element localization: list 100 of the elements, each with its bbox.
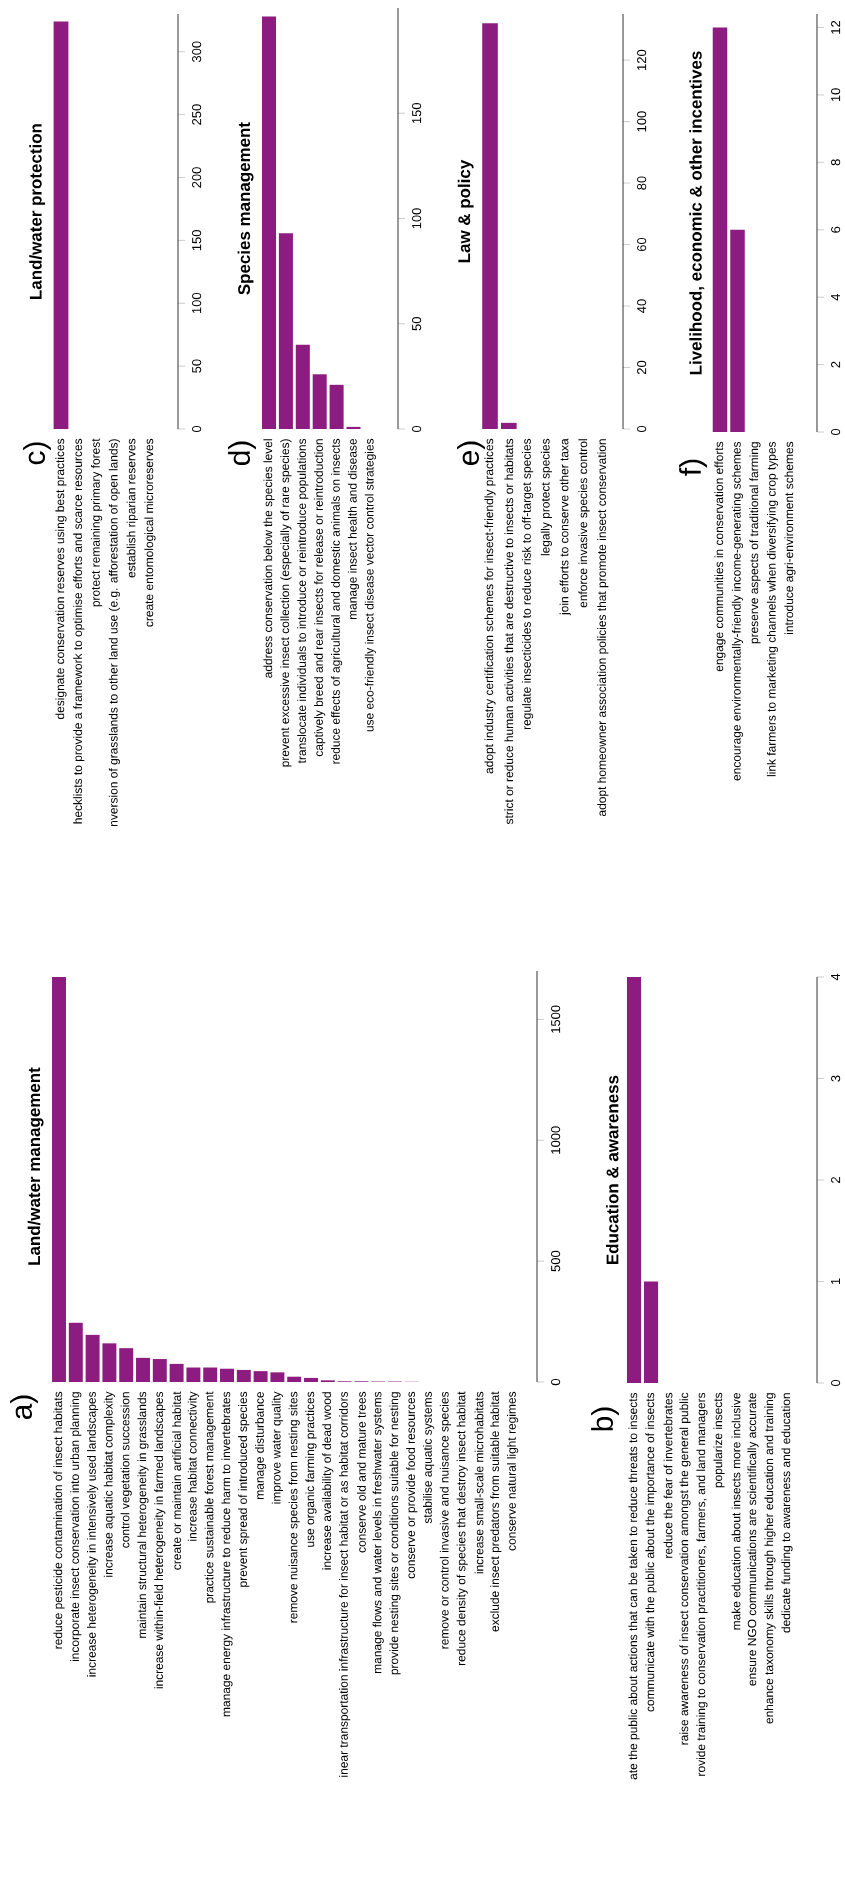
- x-tick-label: legally protect species: [540, 438, 552, 556]
- x-tick-label: enforce invasive species control: [578, 439, 590, 608]
- y-tick-label: 0: [831, 428, 841, 436]
- bar: [346, 426, 361, 430]
- bar: [85, 1334, 100, 1383]
- x-tick-label: create or maintain artificial habitat: [172, 1391, 181, 1570]
- text: a): [10, 1395, 38, 1420]
- y-tick-label: 0: [551, 1378, 561, 1386]
- bar: [287, 1376, 302, 1383]
- x-tick-label: increase heterogeneity in intensively used landscapes: [87, 1391, 99, 1677]
- x-tick-label: increase within-field heterogeneity in farmed landscapes: [154, 1391, 166, 1689]
- y-tick-label: 4: [831, 293, 840, 301]
- text: b): [591, 1407, 619, 1431]
- x-tick-label: hecklists to provide a framework to optimise efforts and scarce resources: [73, 438, 85, 824]
- text: c): [23, 442, 51, 465]
- x-tick-label: reduce the fear of invertebrates: [663, 1392, 673, 1558]
- y-tick-label: 80: [637, 176, 647, 190]
- bar: [278, 233, 293, 430]
- text: Law & policy: [457, 159, 474, 263]
- x-tick-label: dedicate funding to awareness and education: [781, 1393, 793, 1633]
- y-tick-label: 200: [192, 167, 202, 188]
- y-tick-label: 250: [192, 104, 202, 125]
- bar: [253, 1371, 268, 1383]
- y-tick-label: 12: [831, 20, 841, 34]
- x-tick-label: control vegetation succession: [120, 1392, 132, 1548]
- x-tick-label: manage disturbance: [255, 1391, 267, 1499]
- x-tick-label: use eco-friendly insect disease vector control strategies: [364, 438, 376, 732]
- text: Land/water protection: [29, 124, 46, 299]
- y-tick-label: 40: [637, 299, 647, 313]
- y-tick-label: 100: [192, 292, 202, 314]
- x-tick-label: rovide training to conservation practitioners, farmers, and land managers: [696, 1392, 708, 1776]
- x-tick-label: conserve old and mature trees: [356, 1391, 366, 1553]
- y-tick-label: 50: [412, 317, 422, 331]
- x-tick-label: make education about insects more inclusive: [731, 1392, 741, 1630]
- x-tick-label: nversion of grasslands to other land use (e.g. afforestation of open lands): [108, 439, 120, 826]
- y-tick-label: 2: [831, 1177, 841, 1183]
- y-tick-label: 0: [831, 1379, 841, 1387]
- bar: [220, 1368, 234, 1383]
- y-tick-label: 0: [637, 425, 647, 433]
- x-tick-label: incorporate insect conservation into urban planning: [70, 1392, 82, 1662]
- x-tick-label: practice sustainable forest management: [204, 1391, 216, 1603]
- bar: [262, 16, 277, 430]
- bar: [295, 344, 310, 430]
- x-tick-label: adopt homeowner association policies that promote insect conservation: [597, 439, 609, 817]
- y-tick-label: 10: [831, 88, 841, 102]
- x-tick-label: join efforts to conserve other taxa: [559, 438, 571, 616]
- bar: [68, 1322, 83, 1383]
- y-tick-label: 20: [637, 360, 647, 375]
- x-tick-label: communicate with the public about the importance of insects: [645, 1392, 657, 1712]
- x-tick-label: increase aquatic habitat complexity: [103, 1391, 115, 1577]
- y-tick-label: 4: [831, 973, 840, 981]
- x-tick-label: designate conservation reserves using best practices: [55, 438, 67, 719]
- bar: [152, 1359, 167, 1383]
- x-tick-label: translocate individuals to introduce or reintroduce populations: [297, 438, 309, 764]
- text: e): [457, 441, 485, 466]
- x-tick-label: ate the public about actions that can be taken to reduce threats to insects: [628, 1392, 640, 1780]
- x-tick-label: adopt industry certification schemes for insect-friendly practices: [484, 438, 496, 774]
- y-tick-label: 50: [192, 359, 202, 373]
- y-tick-label: 3: [831, 1075, 841, 1082]
- x-tick-label: stabilise aquatic systems: [423, 1391, 435, 1524]
- x-tick-label: reduce pesticide contamination of insect habitats: [53, 1391, 65, 1649]
- x-tick-label: create entomological microreserves: [144, 438, 156, 627]
- y-tick-label: 8: [831, 159, 841, 166]
- x-tick-label: popularize insects: [713, 1392, 725, 1488]
- bar: [312, 374, 327, 430]
- x-tick-label: remove nuisance species from nesting sites: [288, 1391, 300, 1623]
- x-tick-label: raise awareness of insect conservation amongst the general public: [679, 1392, 691, 1745]
- x-tick-label: maintain structural heterogeneity in grasslands: [137, 1391, 149, 1638]
- bar: [119, 1348, 134, 1383]
- text: Land/water management: [27, 1067, 44, 1265]
- x-tick-label: protect remaining primary forest: [91, 438, 103, 607]
- x-tick-label: use organic farming practices: [305, 1391, 317, 1547]
- y-tick-label: 100: [637, 111, 647, 132]
- bar: [304, 1377, 318, 1383]
- x-tick-label: increase availability of dead wood: [322, 1392, 334, 1570]
- bar: [329, 384, 344, 430]
- y-tick-label: 150: [412, 102, 422, 124]
- x-tick-label: strict or reduce human activities that are destructive to insects or habitats: [504, 438, 514, 825]
- y-tick-label: 100: [412, 208, 422, 229]
- y-tick-label: 6: [831, 226, 841, 233]
- x-tick-label: increase habitat connectivity: [187, 1391, 199, 1541]
- bar: [102, 1343, 117, 1383]
- y-tick-label: 0: [412, 425, 422, 433]
- x-tick-label: conserve natural light regimes: [507, 1391, 519, 1551]
- y-tick-label: 150: [192, 230, 202, 251]
- x-tick-label: encourage environmentally-friendly income-generating schemes: [731, 441, 744, 781]
- x-tick-label: captively breed and rear insects for release or reintroduction: [314, 439, 326, 757]
- x-tick-label: exclude insect predators from suitable habitat: [490, 1391, 502, 1632]
- bar: [186, 1367, 201, 1383]
- text: f): [679, 459, 707, 476]
- y-tick-label: 60: [637, 237, 647, 252]
- x-tick-label: address conservation below the species level: [263, 439, 275, 678]
- x-tick-label: reduce effects of agricultural and domestic animals on insects: [331, 438, 343, 764]
- text: d): [228, 441, 256, 466]
- x-tick-label: introduce agri-environment schemes: [784, 441, 796, 634]
- x-tick-label: conserve or provide food resources: [406, 1391, 418, 1579]
- bar: [136, 1357, 150, 1383]
- x-tick-label: improve water quality: [271, 1391, 283, 1504]
- x-tick-label: increase small-scale microhabitats: [474, 1391, 484, 1574]
- y-tick-label: 1: [831, 1278, 840, 1285]
